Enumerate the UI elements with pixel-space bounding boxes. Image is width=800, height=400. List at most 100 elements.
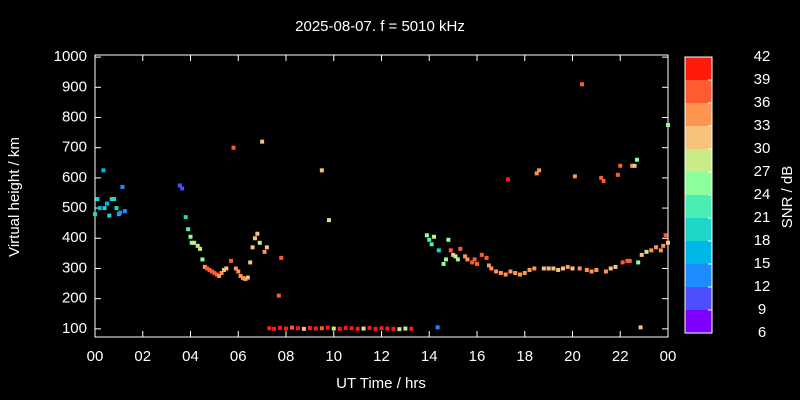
colorbar-tick-label: 42	[754, 48, 771, 65]
data-point	[202, 264, 207, 269]
data-point	[189, 240, 194, 245]
colorbar-band	[685, 172, 712, 195]
colorbar-tick-label: 15	[754, 255, 771, 272]
data-point	[373, 326, 378, 331]
data-point	[224, 266, 229, 271]
data-point	[272, 326, 277, 331]
data-point	[455, 257, 460, 262]
data-point	[337, 326, 342, 331]
data-point	[427, 237, 432, 242]
data-point	[589, 269, 594, 274]
data-point	[441, 261, 446, 266]
data-point	[472, 257, 477, 262]
data-point	[613, 264, 618, 269]
y-tick-label: 500	[62, 199, 87, 216]
data-point	[560, 266, 565, 271]
data-point	[109, 197, 114, 202]
data-point	[233, 266, 238, 271]
data-point	[453, 254, 458, 259]
data-point	[620, 260, 625, 265]
data-point	[599, 175, 604, 180]
data-point	[448, 248, 453, 253]
data-point	[198, 246, 203, 251]
y-tick-label: 600	[62, 169, 87, 186]
data-point	[666, 123, 670, 128]
data-point	[238, 274, 243, 279]
data-point	[120, 184, 125, 189]
x-tick-label: 08	[278, 348, 295, 365]
data-point	[209, 269, 214, 274]
data-point	[541, 266, 546, 271]
data-point	[644, 249, 649, 254]
data-point	[503, 272, 508, 277]
y-tick-label: 300	[62, 259, 87, 276]
data-point	[522, 270, 527, 275]
data-point	[319, 326, 324, 331]
data-point	[489, 266, 494, 271]
data-point	[284, 326, 288, 331]
data-point	[102, 206, 107, 211]
x-tick-label: 12	[373, 348, 390, 365]
data-point	[494, 269, 499, 274]
data-point	[279, 255, 284, 260]
x-tick-label: 16	[469, 348, 486, 365]
x-tick-label: 22	[612, 348, 629, 365]
data-point	[231, 145, 236, 150]
data-point	[475, 261, 479, 266]
data-point	[221, 267, 226, 272]
colorbar-tick-label: 18	[754, 232, 771, 249]
data-point	[636, 260, 641, 265]
data-point	[122, 209, 127, 214]
data-point	[508, 269, 513, 274]
colorbar-band	[685, 218, 712, 241]
data-point	[391, 326, 396, 331]
data-point	[385, 326, 390, 331]
data-point	[513, 270, 518, 275]
data-point	[355, 326, 360, 331]
data-point	[243, 277, 248, 282]
data-point	[618, 163, 623, 168]
data-point	[248, 260, 253, 265]
data-point	[307, 325, 312, 330]
data-point	[465, 257, 470, 262]
data-point	[343, 325, 348, 330]
y-tick-label: 1000	[54, 48, 87, 65]
x-tick-label: 10	[325, 348, 342, 365]
colorbar-band	[685, 195, 712, 218]
data-point	[608, 266, 613, 271]
colorbar-band	[685, 126, 712, 149]
data-point	[594, 267, 599, 272]
data-point	[219, 270, 224, 275]
data-point	[666, 240, 670, 245]
data-point	[101, 168, 106, 173]
data-point	[195, 243, 200, 248]
colorbar-band	[685, 103, 712, 126]
colorbar-tick-label: 6	[758, 324, 766, 341]
colorbar-tick-label: 30	[754, 140, 771, 157]
data-point	[654, 245, 659, 250]
data-point	[186, 227, 191, 232]
colorbar-tick-label: 27	[754, 163, 771, 180]
y-tick-label: 100	[62, 320, 87, 337]
data-point	[245, 275, 250, 280]
data-point	[192, 240, 197, 245]
data-point	[506, 177, 511, 182]
data-point	[649, 248, 654, 253]
data-point	[546, 266, 551, 271]
data-point	[257, 240, 262, 245]
x-tick-label: 18	[516, 348, 533, 365]
data-point	[498, 270, 503, 275]
data-point	[658, 248, 663, 253]
data-point	[255, 231, 260, 236]
data-point	[104, 201, 109, 206]
data-point	[627, 258, 632, 263]
data-point	[313, 326, 318, 331]
y-axis-label: Virtual height / km	[6, 137, 23, 257]
data-point	[451, 252, 456, 257]
y-tick-label: 700	[62, 139, 87, 156]
data-point	[252, 236, 257, 241]
data-point	[486, 263, 491, 268]
x-tick-label: 20	[564, 348, 581, 365]
